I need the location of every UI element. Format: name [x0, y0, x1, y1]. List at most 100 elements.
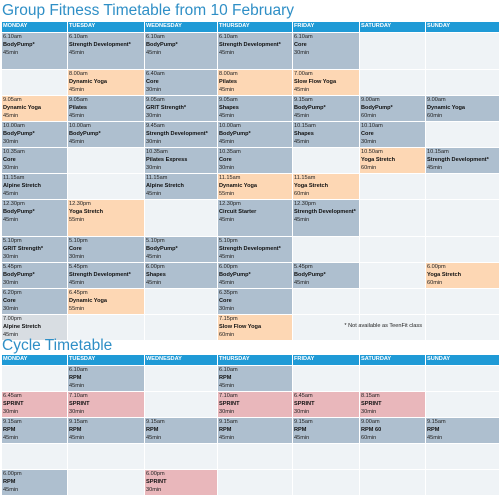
empty-slot	[359, 32, 426, 70]
class-time: 9.45am	[146, 123, 165, 129]
class-slot: 7.00am Slow Flow Yoga 45min	[292, 69, 360, 96]
class-duration: 45min	[3, 113, 19, 119]
class-slot: 6.10am BodyPump* 45min	[144, 32, 218, 70]
class-name: Dynamic Yoga	[3, 105, 42, 111]
cycle-timetable-table: MONDAY TUESDAY WEDNESDAY THURSDAY FRIDAY SATU…	[1, 354, 500, 496]
class-time: 6.10am	[146, 34, 165, 40]
class-duration: 45min	[219, 254, 235, 260]
empty-slot	[425, 199, 500, 237]
timetable-row: 10.00am BodyPump* 30min 10.00am BodyPump* 45m…	[1, 121, 500, 148]
class-slot: 6.40am Core 30min	[144, 69, 218, 96]
class-duration: 55min	[219, 191, 235, 197]
class-time: 9.15am	[146, 419, 165, 425]
empty-slot	[144, 391, 218, 418]
empty-slot	[359, 173, 426, 200]
empty-slot	[359, 199, 426, 237]
class-slot: 10.35am Pilates Express 30min	[144, 147, 218, 174]
class-name: BodyPump*	[294, 272, 326, 278]
class-time: 6.10am	[3, 34, 22, 40]
class-duration: 30min	[69, 409, 85, 415]
class-duration: 45min	[219, 87, 235, 93]
timetable-row: 7.00pm Alpine Stretch 45min 7.15pm Slow Flow…	[1, 314, 500, 341]
class-time: 5.45pm	[69, 264, 88, 270]
day-header-row: MONDAY TUESDAY WEDNESDAY THURSDAY FRIDAY SATU…	[1, 354, 500, 366]
class-time: 6.45am	[3, 393, 22, 399]
class-duration: 45min	[294, 87, 310, 93]
class-slot: 5.10pm Strength Development* 45min	[217, 236, 293, 263]
day-header-tuesday: TUESDAY	[67, 354, 145, 366]
class-slot: 10.00am BodyPump* 45min	[67, 121, 145, 148]
class-name: Shapes	[146, 272, 166, 278]
class-name: Dynamic Yoga	[219, 183, 258, 189]
class-slot: 6.00pm SPRINT 30min	[144, 469, 218, 496]
class-duration: 30min	[294, 409, 310, 415]
class-name: Strength Development*	[294, 209, 356, 215]
class-name: Shapes	[219, 105, 239, 111]
class-duration: 30min	[3, 409, 19, 415]
class-duration: 30min	[146, 165, 162, 171]
class-name: BodyPump*	[146, 246, 178, 252]
empty-slot	[359, 262, 426, 289]
class-duration: 45min	[69, 435, 85, 441]
class-duration: 60min	[294, 191, 310, 197]
class-time: 6.40am	[146, 71, 165, 77]
class-slot: 5.45pm BodyPump* 45min	[292, 262, 360, 289]
class-duration: 30min	[146, 113, 162, 119]
class-slot: 9.05am Shapes 45min	[217, 95, 293, 122]
class-name: SPRINT	[69, 401, 90, 407]
class-duration: 45min	[69, 280, 85, 286]
class-time: 7.10am	[219, 393, 238, 399]
empty-slot	[425, 32, 500, 70]
class-time: 8.00am	[69, 71, 88, 77]
class-slot: 5.45pm Strength Development* 45min	[67, 262, 145, 289]
day-header-sunday: SUNDAY	[425, 21, 500, 33]
class-time: 10.50am	[361, 149, 383, 155]
timetable-row: 6.00pm RPM 45min 6.00pm SPRINT 30min	[1, 469, 500, 496]
day-header-thursday: THURSDAY	[217, 354, 293, 366]
day-header-thursday: THURSDAY	[217, 21, 293, 33]
class-duration: 30min	[294, 50, 310, 56]
class-time: 11.15am	[3, 175, 25, 181]
empty-slot	[292, 365, 360, 392]
class-duration: 30min	[3, 139, 19, 145]
empty-slot	[67, 443, 145, 470]
class-slot: 10.35am Core 30min	[217, 147, 293, 174]
timetable-row: 5.45pm BodyPump* 30min 5.45pm Strength Devel…	[1, 262, 500, 289]
class-name: SPRINT	[294, 401, 315, 407]
class-name: BodyPump*	[69, 131, 101, 137]
class-name: Shapes	[294, 131, 314, 137]
class-slot: 9.00am BodyPump* 60min	[359, 95, 426, 122]
class-time: 6.35pm	[219, 290, 238, 296]
empty-slot	[425, 314, 500, 341]
empty-slot	[359, 443, 426, 470]
empty-slot	[425, 288, 500, 315]
class-name: BodyPump*	[361, 105, 393, 111]
timetable-row: 8.00am Dynamic Yoga 45min 6.40am Core 30min 8.…	[1, 69, 500, 96]
class-slot: 10.15am Shapes 45min	[292, 121, 360, 148]
class-slot: 9.15am RPM 45min	[67, 417, 145, 444]
class-time: 10.15am	[427, 149, 449, 155]
class-duration: 55min	[69, 217, 85, 223]
empty-slot	[67, 147, 145, 174]
class-name: RPM	[3, 427, 16, 433]
class-slot: 8.15am SPRINT 30min	[359, 391, 426, 418]
class-name: Core	[3, 157, 16, 163]
empty-slot	[425, 173, 500, 200]
class-slot: 10.00am BodyPump* 45min	[217, 121, 293, 148]
timetable-row: 11.15am Alpine Stretch 45min 11.15am Alpine …	[1, 173, 500, 200]
class-time: 9.15am	[69, 419, 88, 425]
class-name: Core	[3, 298, 16, 304]
class-time: 6.20pm	[3, 290, 22, 296]
class-name: RPM	[69, 427, 82, 433]
class-slot: 5.45pm BodyPump* 30min	[1, 262, 68, 289]
class-slot: 6.45am SPRINT 30min	[1, 391, 68, 418]
empty-slot	[1, 69, 68, 96]
class-duration: 30min	[219, 165, 235, 171]
class-time: 11.15am	[294, 175, 316, 181]
class-duration: 45min	[146, 435, 162, 441]
class-duration: 45min	[219, 435, 235, 441]
class-slot: 6.10am Strength Development* 45min	[217, 32, 293, 70]
class-duration: 45min	[146, 280, 162, 286]
class-time: 12.30pm	[3, 201, 25, 207]
empty-slot	[144, 365, 218, 392]
